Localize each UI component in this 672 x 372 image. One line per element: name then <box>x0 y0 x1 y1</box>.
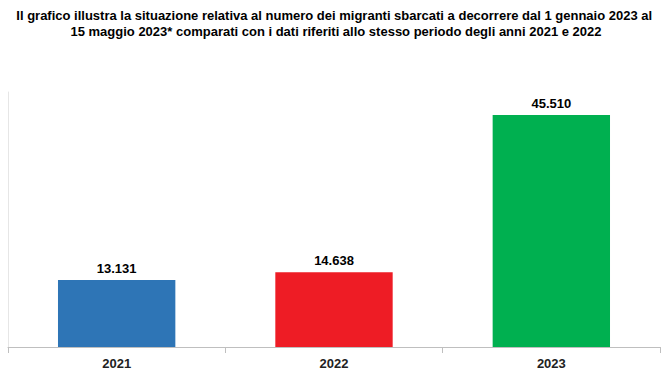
svg-text:2022: 2022 <box>320 356 349 371</box>
svg-text:45.510: 45.510 <box>531 96 571 111</box>
svg-text:14.638: 14.638 <box>314 253 354 268</box>
svg-text:15 maggio 2023* comparati con: 15 maggio 2023* comparati con i dati rif… <box>70 24 601 39</box>
svg-text:Il grafico illustra la situazi: Il grafico illustra la situazione relati… <box>16 8 655 23</box>
svg-text:13.131: 13.131 <box>97 261 137 276</box>
svg-text:2021: 2021 <box>102 356 131 371</box>
svg-text:2023: 2023 <box>537 356 566 371</box>
